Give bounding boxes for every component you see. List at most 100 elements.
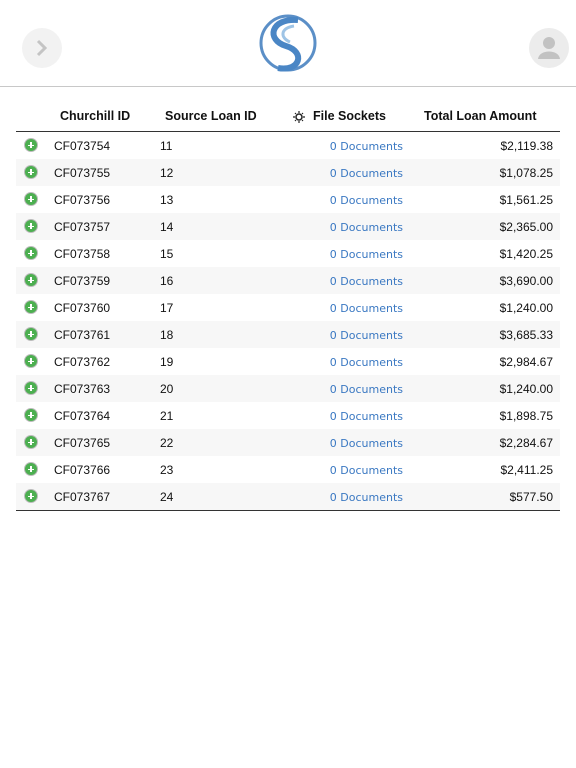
add-button[interactable] xyxy=(24,408,38,422)
churchill-id: CF073754 xyxy=(54,139,111,153)
loan-amount: $2,411.25 xyxy=(500,463,554,477)
documents-link[interactable]: 0 Documents xyxy=(329,140,403,153)
loan-amount: $3,690.00 xyxy=(499,274,553,288)
churchill-id: CF073763 xyxy=(54,382,111,396)
table-row: CF073766 23 0 Documents $2,411.25 xyxy=(16,456,560,484)
table-row: CF073757 14 0 Documents $2,365.00 xyxy=(16,213,560,241)
add-button[interactable] xyxy=(24,435,38,449)
loan-amount: $2,284.67 xyxy=(499,436,553,450)
plus xyxy=(30,331,32,337)
plus xyxy=(30,358,32,364)
table-row: CF073762 19 0 Documents $2,984.67 xyxy=(16,348,560,376)
add-button[interactable] xyxy=(24,192,38,206)
add-button[interactable] xyxy=(24,462,38,476)
plus xyxy=(30,385,32,391)
loan-amount: $2,365.00 xyxy=(499,220,553,234)
plus xyxy=(30,250,32,256)
source-loan-id: 20 xyxy=(160,382,174,396)
column-header[interactable]: File Sockets xyxy=(313,109,386,123)
header-icons xyxy=(22,14,569,72)
documents-link[interactable]: 0 Documents xyxy=(329,464,403,477)
documents-link[interactable]: 0 Documents xyxy=(329,491,403,504)
settings-icon[interactable] xyxy=(293,111,305,123)
plus xyxy=(30,142,32,148)
source-loan-id: 14 xyxy=(160,220,174,234)
loan-amount: $2,119.38 xyxy=(500,139,554,153)
add-button[interactable] xyxy=(24,354,38,368)
source-loan-id: 22 xyxy=(160,436,174,450)
table-row: CF073754 11 0 Documents $2,119.38 xyxy=(16,132,560,160)
plus xyxy=(30,196,32,202)
add-button[interactable] xyxy=(24,489,38,503)
source-loan-id: 15 xyxy=(160,247,174,261)
plus xyxy=(30,439,32,445)
profile-button[interactable] xyxy=(529,28,569,68)
add-button[interactable] xyxy=(24,327,38,341)
column-header[interactable]: Total Loan Amount xyxy=(424,109,537,123)
column-header[interactable]: Source Loan ID xyxy=(165,109,257,123)
churchill-id: CF073759 xyxy=(54,274,111,288)
documents-link[interactable]: 0 Documents xyxy=(329,302,403,315)
source-loan-id: 12 xyxy=(160,166,174,180)
documents-link[interactable]: 0 Documents xyxy=(329,221,403,234)
add-button[interactable] xyxy=(24,246,38,260)
documents-link[interactable]: 0 Documents xyxy=(329,275,403,288)
table-top-border xyxy=(16,131,560,132)
source-loan-id: 23 xyxy=(160,463,174,477)
header xyxy=(0,0,576,87)
churchill-id: CF073767 xyxy=(54,490,111,504)
churchill-id: CF073755 xyxy=(54,166,111,180)
churchill-id: CF073765 xyxy=(54,436,111,450)
loan-amount: $1,561.25 xyxy=(499,193,553,207)
source-loan-id: 21 xyxy=(160,409,174,423)
plus xyxy=(30,466,32,472)
table-row: CF073767 24 0 Documents $577.50 xyxy=(16,483,560,511)
plus xyxy=(30,169,32,175)
add-button[interactable] xyxy=(24,300,38,314)
source-loan-id: 11 xyxy=(160,139,173,153)
loan-amount: $2,984.67 xyxy=(499,355,553,369)
source-loan-id: 19 xyxy=(160,355,174,369)
churchill-id: CF073764 xyxy=(54,409,111,423)
documents-link[interactable]: 0 Documents xyxy=(329,356,403,369)
loan-amount: $1,078.25 xyxy=(499,166,553,180)
plus xyxy=(30,412,32,418)
churchill-id: CF073762 xyxy=(54,355,111,369)
source-loan-id: 17 xyxy=(160,301,174,315)
column-header[interactable]: Churchill ID xyxy=(60,109,131,123)
table-row: CF073763 20 0 Documents $1,240.00 xyxy=(16,375,560,403)
source-loan-id: 24 xyxy=(160,490,174,504)
source-loan-id: 13 xyxy=(160,193,174,207)
loan-amount: $577.50 xyxy=(509,490,553,504)
table-row: CF073760 17 0 Documents $1,240.00 xyxy=(16,294,560,322)
table-row: CF073758 15 0 Documents $1,420.25 xyxy=(16,240,560,268)
plus xyxy=(30,493,32,499)
add-button[interactable] xyxy=(24,381,38,395)
table-row: CF073756 13 0 Documents $1,561.25 xyxy=(16,186,560,214)
back-button[interactable] xyxy=(22,28,62,68)
plus xyxy=(30,304,32,310)
plus xyxy=(30,277,32,283)
table-row: CF073764 21 0 Documents $1,898.75 xyxy=(16,402,560,430)
churchill-id: CF073758 xyxy=(54,247,111,261)
documents-link[interactable]: 0 Documents xyxy=(329,437,403,450)
loan-amount: $1,240.00 xyxy=(499,382,553,396)
churchill-id: CF073761 xyxy=(54,328,111,342)
logo xyxy=(259,14,317,72)
table-row: CF073765 22 0 Documents $2,284.67 xyxy=(16,429,560,457)
add-button[interactable] xyxy=(24,219,38,233)
documents-link[interactable]: 0 Documents xyxy=(329,248,403,261)
churchill-id: CF073757 xyxy=(54,220,111,234)
add-button[interactable] xyxy=(24,138,38,152)
documents-link[interactable]: 0 Documents xyxy=(329,383,403,396)
documents-link[interactable]: 0 Documents xyxy=(329,167,403,180)
documents-link[interactable]: 0 Documents xyxy=(329,410,403,423)
table-row: CF073759 16 0 Documents $3,690.00 xyxy=(16,267,560,295)
add-button[interactable] xyxy=(24,165,38,179)
churchill-id: CF073756 xyxy=(54,193,111,207)
add-button[interactable] xyxy=(24,273,38,287)
loan-amount: $3,685.33 xyxy=(499,328,553,342)
documents-link[interactable]: 0 Documents xyxy=(329,329,403,342)
documents-link[interactable]: 0 Documents xyxy=(329,194,403,207)
churchill-id: CF073766 xyxy=(54,463,111,477)
